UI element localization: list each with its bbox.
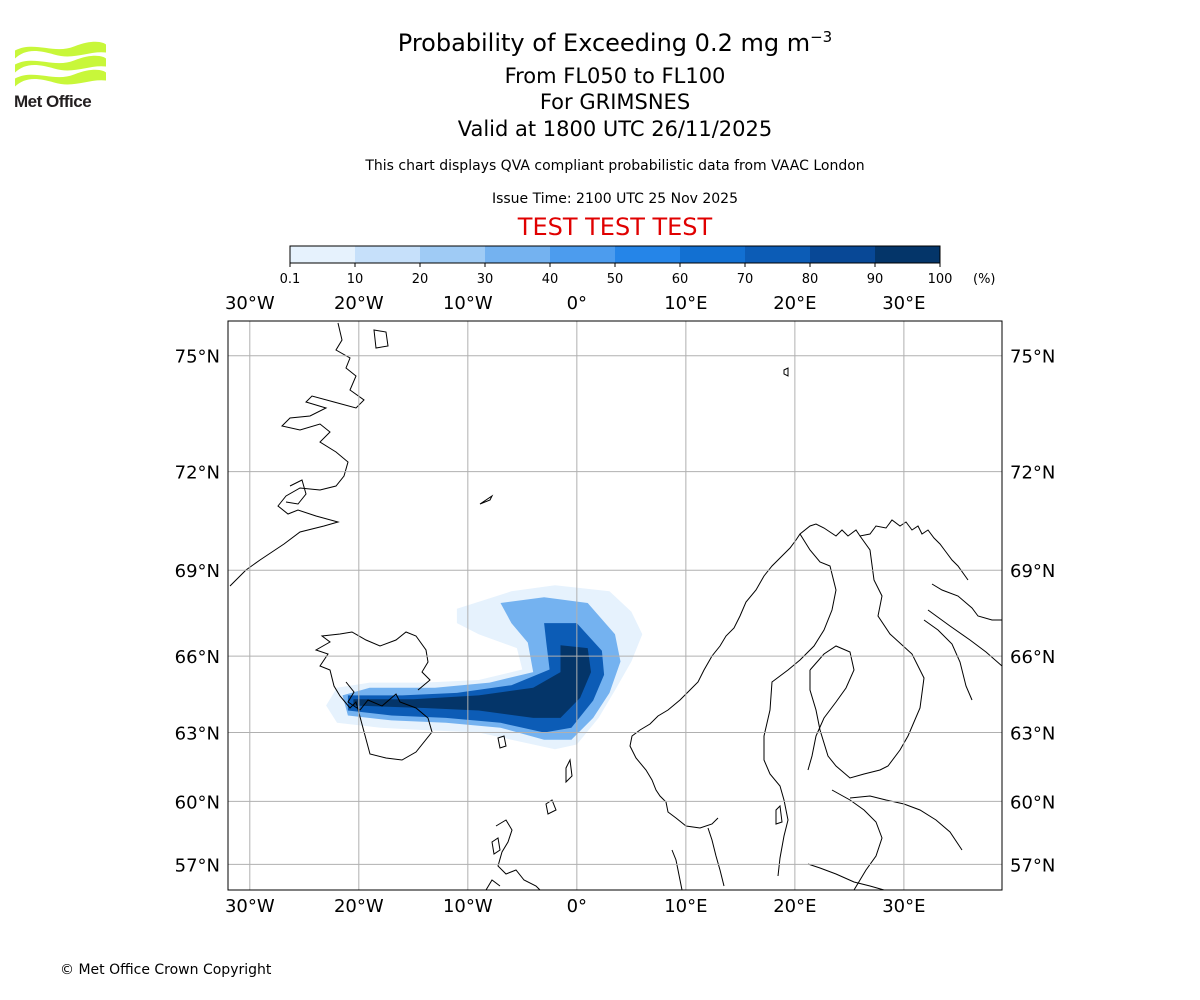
longitude-label: 10°E — [664, 293, 707, 314]
colorbar-swatch — [745, 246, 811, 263]
colorbar-tick-label: 90 — [867, 272, 884, 287]
title-superscript: −3 — [810, 28, 833, 46]
issue-time: Issue Time: 2100 UTC 25 Nov 2025 — [491, 191, 739, 207]
latitude-label: 72°N — [1010, 463, 1055, 484]
colorbar-swatch — [290, 246, 356, 263]
colorbar-tick-label: 30 — [477, 272, 494, 287]
test-banner: TEST TEST TEST — [517, 213, 713, 241]
longitude-label: 20°E — [773, 293, 816, 314]
latitude-label: 69°N — [175, 561, 220, 582]
latitude-label: 63°N — [175, 724, 220, 745]
sweden-norway-border — [763, 533, 837, 877]
colorbar-swatch — [485, 246, 551, 263]
location-label: For GRIMSNES — [539, 90, 691, 114]
longitude-label: 20°W — [334, 293, 384, 314]
denmark-coast — [671, 849, 683, 890]
colorbar-tick-label: 70 — [737, 272, 754, 287]
longitude-label: 20°W — [334, 896, 384, 917]
latitude-label: 75°N — [175, 347, 220, 368]
white-sea — [923, 619, 973, 701]
longitude-label: 10°W — [443, 293, 493, 314]
latitude-label: 63°N — [1010, 724, 1055, 745]
bear-island — [783, 367, 789, 377]
map: 30°W 20°W 10°W 0° 10°E 20°E 30°E 30°W 20°W 10°W 0… — [175, 293, 1056, 917]
scotland-coast — [495, 819, 541, 890]
latitude-label: 75°N — [1010, 347, 1055, 368]
latitude-label: 69°N — [1010, 561, 1055, 582]
level-range: From FL050 to FL100 — [504, 64, 726, 88]
jan-mayen — [479, 494, 494, 505]
colorbar-swatch — [615, 246, 681, 263]
greenland-island — [373, 329, 389, 349]
latitude-label: 60°N — [175, 792, 220, 813]
map-frame — [227, 320, 1003, 891]
colorbar-tick-label: 10 — [347, 272, 364, 287]
norway-coast — [629, 519, 969, 829]
colorbar-unit: (%) — [973, 272, 996, 287]
longitude-label: 10°W — [443, 896, 493, 917]
colorbar-swatch — [875, 246, 941, 263]
greenland-fjord — [285, 479, 307, 505]
ash-probability-field — [326, 585, 643, 750]
longitude-label: 10°E — [664, 896, 707, 917]
colorbar-swatch — [550, 246, 616, 263]
iceland-coast — [314, 631, 433, 761]
copyright: © Met Office Crown Copyright — [60, 962, 272, 978]
latitude-label: 66°N — [1010, 647, 1055, 668]
longitude-label: 30°E — [882, 896, 925, 917]
colorbar-tick-label: 100 — [928, 272, 953, 287]
ash-probability-band — [353, 645, 591, 718]
gotland — [775, 804, 783, 825]
latitude-label: 66°N — [175, 647, 220, 668]
latitude-label: 72°N — [175, 463, 220, 484]
data-source-note: This chart displays QVA compliant probab… — [365, 158, 865, 174]
russia-coast — [931, 583, 1002, 621]
colorbar-tick-label: 80 — [802, 272, 819, 287]
faroe — [497, 735, 507, 749]
latitude-label: 60°N — [1010, 792, 1055, 813]
colorbar-swatch — [355, 246, 421, 263]
colorbar-tick-label: 40 — [542, 272, 559, 287]
colorbar-tick-label: 60 — [672, 272, 689, 287]
greenland-coast — [229, 322, 365, 587]
longitude-label: 0° — [567, 293, 587, 314]
longitude-label: 30°W — [225, 293, 275, 314]
scotland-west — [485, 879, 501, 890]
estonia-coast — [849, 795, 963, 851]
gridlines — [228, 321, 1002, 890]
chart-title: Probability of Exceeding 0.2 mg m−3 — [397, 28, 833, 57]
latitude-label: 57°N — [175, 855, 220, 876]
met-office-logo — [15, 41, 106, 87]
valid-time: Valid at 1800 UTC 26/11/2025 — [457, 117, 773, 141]
coastlines — [229, 322, 1002, 890]
longitude-label: 0° — [567, 896, 587, 917]
colorbar: 0.1 10 20 30 40 50 60 70 80 90 100 (%) — [280, 245, 996, 287]
latitude-label: 57°N — [1010, 855, 1055, 876]
colorbar-tick-label: 0.1 — [280, 272, 301, 287]
colorbar-tick-label: 50 — [607, 272, 624, 287]
colorbar-swatch — [810, 246, 876, 263]
colorbar-tick-label: 20 — [412, 272, 429, 287]
shetland — [565, 758, 573, 784]
longitude-label: 30°W — [225, 896, 275, 917]
longitude-label: 30°E — [882, 293, 925, 314]
logo-wordmark: Met Office — [14, 92, 92, 111]
gulf-of-bothnia — [807, 645, 855, 771]
colorbar-swatch — [420, 246, 486, 263]
colorbar-swatch — [680, 246, 746, 263]
hebrides — [491, 837, 501, 855]
latvia-coast — [807, 863, 885, 890]
sweden-south — [707, 827, 725, 887]
finland-border — [809, 535, 925, 779]
longitude-label: 20°E — [773, 896, 816, 917]
